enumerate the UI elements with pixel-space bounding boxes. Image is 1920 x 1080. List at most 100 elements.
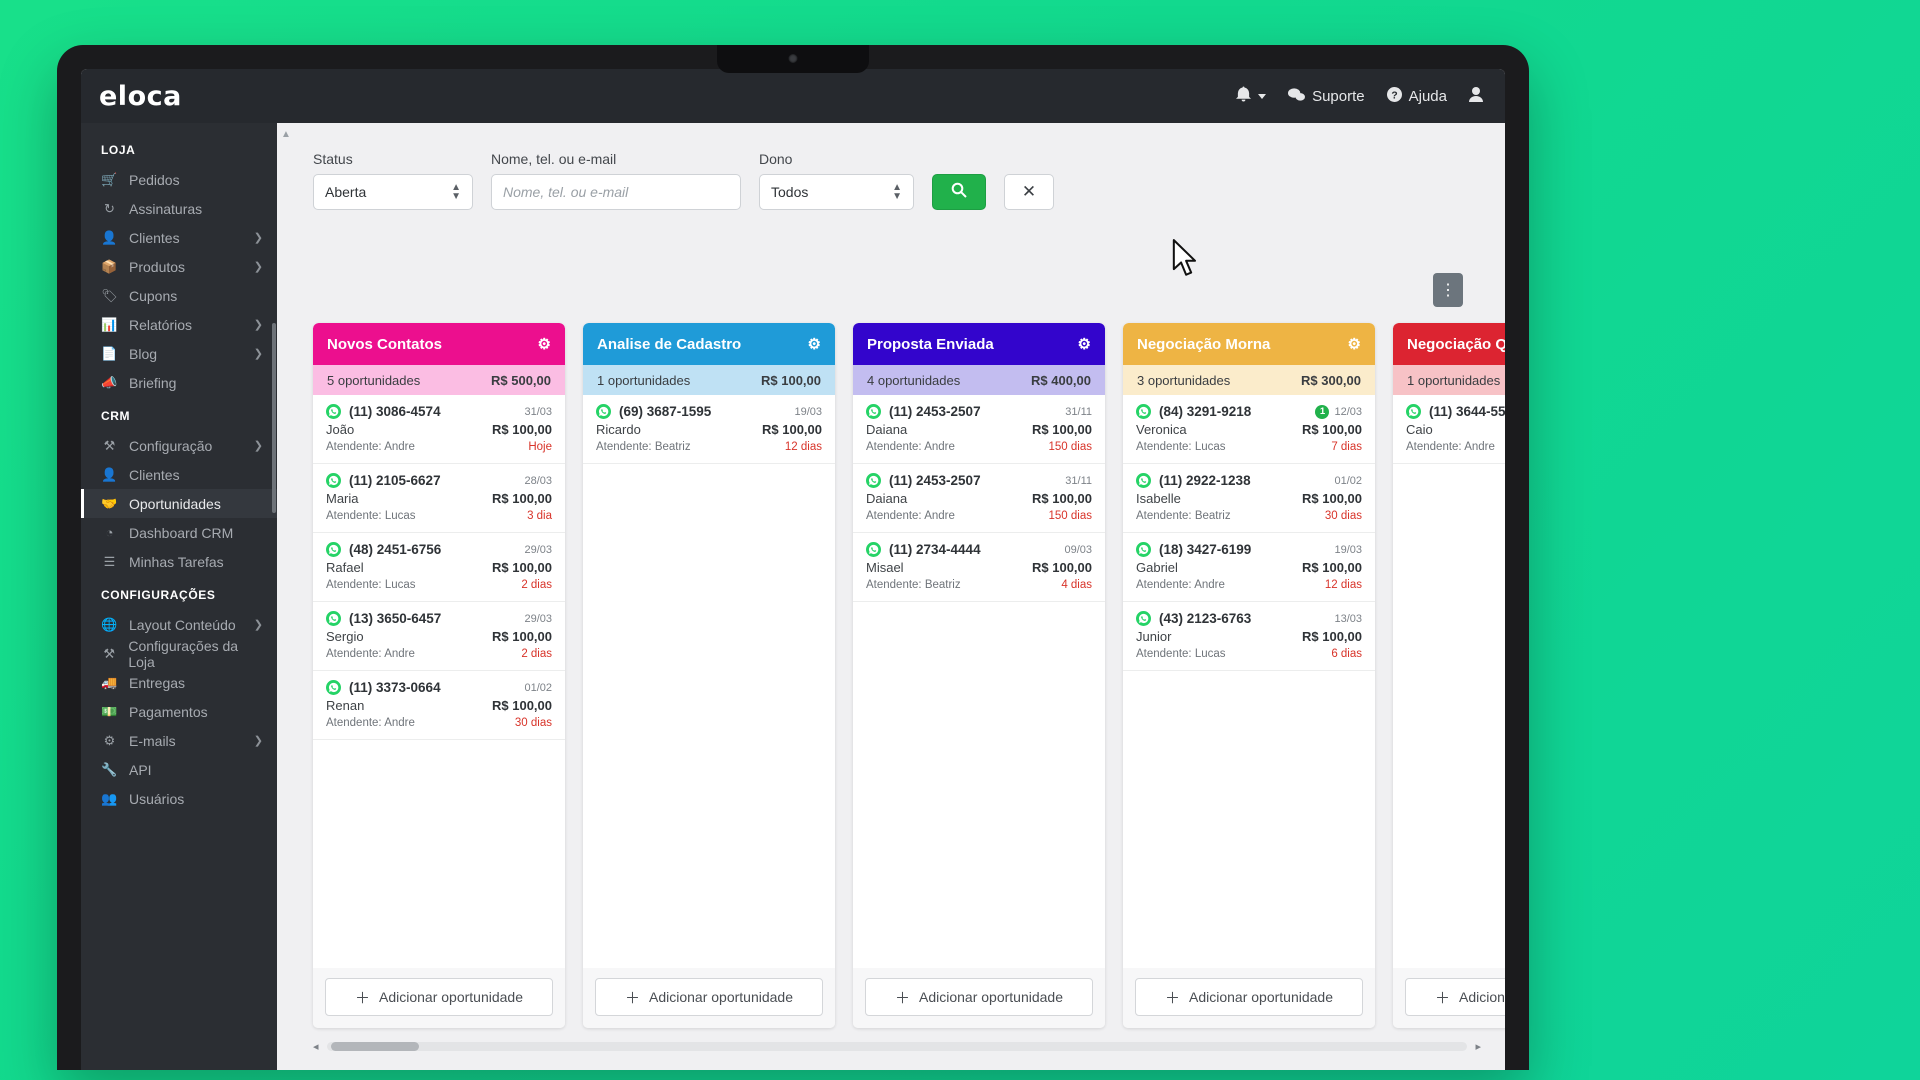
sidebar-item-entregas[interactable]: 🚚 Entregas [81,668,277,697]
whatsapp-icon[interactable] [326,542,341,557]
sidebar-item-cupons[interactable]: 🏷 Cupons [81,281,277,310]
support-button[interactable]: Suporte [1288,87,1365,106]
whatsapp-icon[interactable] [1136,473,1151,488]
card-contact-name: Maria [326,491,359,506]
add-opportunity-label: Adicionar oportunidade [379,989,523,1005]
search-input[interactable]: Nome, tel. ou e-mail [491,174,741,210]
whatsapp-icon[interactable] [326,404,341,419]
owner-filter: Dono Todos ▲ ▼ [759,151,914,210]
add-opportunity-label: Adicionar oportunidade [649,989,793,1005]
whatsapp-icon[interactable] [866,404,881,419]
sidebar-item-minhas-tarefas[interactable]: ☰ Minhas Tarefas [81,547,277,576]
card-attendant: Atendente: Lucas [326,510,416,522]
sidebar-group-title: CONFIGURAÇÕES [101,588,216,602]
kanban-column-header: Proposta Enviada ⚙ [853,323,1105,365]
user-menu-button[interactable] [1469,86,1483,106]
chevron-right-icon: ❯ [253,319,263,331]
sidebar-item-label: Usuários [129,790,185,807]
sidebar-item-oportunidades[interactable]: 🤝 Oportunidades [81,489,277,518]
sidebar-item-assinaturas[interactable]: ↻ Assinaturas [81,194,277,223]
app-logo[interactable]: eloca [99,80,182,112]
card-value: R$ 100,00 [1302,629,1362,644]
opportunity-card[interactable]: (11) 3644-5522 Caio Atendente: Andre [1393,395,1505,464]
card-age: 150 dias [1048,510,1092,522]
help-button[interactable]: ? Ajuda [1386,86,1447,106]
gear-icon[interactable]: ⚙ [537,336,551,353]
sidebar-item-layout-conte-do[interactable]: 🌐 Layout Conteúdo ❯ [81,610,277,639]
card-attendant: Atendente: Andre [326,648,415,660]
add-opportunity-button[interactable]: ＋ Adicionar oportunidade [1135,978,1363,1016]
whatsapp-icon[interactable] [1136,611,1151,626]
add-opportunity-button[interactable]: ＋ Adicionar oportunidade [325,978,553,1016]
add-opportunity-button[interactable]: ＋ Adicionar oportunidade [1405,978,1505,1016]
whatsapp-icon[interactable] [1136,542,1151,557]
add-opportunity-button[interactable]: ＋ Adicionar oportunidade [595,978,823,1016]
card-row-attendant: Atendente: Andre [1406,441,1505,453]
opportunity-card[interactable]: (18) 3427-6199 19/03 Gabriel R$ 100,00 Atend… [1123,533,1375,602]
repeat-icon: ↻ [104,200,115,216]
owner-select-value: Todos [771,184,809,200]
scroll-left-arrow-icon[interactable]: ◂ [313,1040,319,1053]
sidebar-item-api[interactable]: 🔧 API [81,755,277,784]
opportunity-card[interactable]: (69) 3687-1595 19/03 Ricardo R$ 100,00 Atend… [583,395,835,464]
opportunity-card[interactable]: (11) 2734-4444 09/03 Misael R$ 100,00 Atende… [853,533,1105,602]
whatsapp-icon[interactable] [596,404,611,419]
sidebar-item-configura-es-da-loja[interactable]: ⚒ Configurações da Loja [81,638,277,670]
gear-icon[interactable]: ⚙ [807,336,821,353]
sidebar-item-pagamentos[interactable]: 💵 Pagamentos [81,697,277,726]
opportunity-card[interactable]: (43) 2123-6763 13/03 Junior R$ 100,00 Atende… [1123,602,1375,671]
money-bill-icon: 💵 [101,703,118,719]
sidebar-item-produtos[interactable]: 📦 Produtos ❯ [81,252,277,281]
sidebar-item-pedidos[interactable]: 🛒 Pedidos [81,165,277,194]
card-age: 30 dias [1324,510,1362,522]
opportunity-card[interactable]: (84) 3291-9218 1 12/03 Veronica R$ 100,00 Ate… [1123,395,1375,464]
sidebar-item-dashboard-crm[interactable]: ◔ Dashboard CRM [81,518,277,547]
sidebar-collapse-toggle[interactable]: ▲ [281,129,291,140]
whatsapp-icon[interactable] [326,680,341,695]
sidebar-scrollbar[interactable] [272,323,276,513]
sidebar-item-clientes[interactable]: 👤 Clientes [81,460,277,489]
card-row-phone: (11) 2922-1238 01/02 [1136,473,1362,488]
search-button[interactable] [932,174,986,210]
gear-icon[interactable]: ⚙ [1347,336,1361,353]
opportunity-card[interactable]: (11) 3086-4574 31/03 João R$ 100,00 Atendent… [313,395,565,464]
card-row-attendant: Atendente: Andre 150 dias [866,510,1092,522]
sidebar: LOJA 🛒 Pedidos ↻ Assinaturas 👤 Clientes ❯ 📦 Produ… [81,123,277,1070]
sidebar-item-e-mails[interactable]: ⚙ E-mails ❯ [81,726,277,755]
card-row-phone: (11) 3086-4574 31/03 [326,404,552,419]
owner-select[interactable]: Todos ▲ ▼ [759,174,914,210]
opportunity-card[interactable]: (11) 2922-1238 01/02 Isabelle R$ 100,00 Aten… [1123,464,1375,533]
scroll-track[interactable] [326,1041,1468,1051]
opportunity-card[interactable]: (11) 2105-6627 28/03 Maria R$ 100,00 Atenden… [313,464,565,533]
opportunity-card[interactable]: (13) 3650-6457 29/03 Sergio R$ 100,00 Atende… [313,602,565,671]
scroll-right-arrow-icon[interactable]: ▸ [1475,1040,1481,1053]
sidebar-item-clientes[interactable]: 👤 Clientes ❯ [81,223,277,252]
status-select[interactable]: Aberta ▲ ▼ [313,174,473,210]
whatsapp-icon[interactable] [866,542,881,557]
whatsapp-icon[interactable] [326,473,341,488]
opportunity-card[interactable]: (11) 2453-2507 31/11 Daiana R$ 100,00 Atende… [853,464,1105,533]
gear-icon[interactable]: ⚙ [1077,336,1091,353]
notifications-button[interactable] [1236,86,1267,106]
card-age: 2 dias [521,579,552,591]
board-options-button[interactable]: ⋮ [1433,273,1463,307]
opportunity-card[interactable]: (11) 3373-0664 01/02 Renan R$ 100,00 Atenden… [313,671,565,740]
opportunity-card[interactable]: (11) 2453-2507 31/11 Daiana R$ 100,00 Atende… [853,395,1105,464]
sidebar-item-blog[interactable]: 📄 Blog ❯ [81,339,277,368]
whatsapp-icon[interactable] [1136,404,1151,419]
whatsapp-icon[interactable] [866,473,881,488]
wrench-icon: 🔧 [101,761,118,777]
opportunity-card[interactable]: (48) 2451-6756 29/03 Rafael R$ 100,00 Atende… [313,533,565,602]
board-horizontal-scrollbar[interactable]: ◂ ▸ [313,1036,1481,1056]
sidebar-item-usu-rios[interactable]: 👥 Usuários [81,784,277,813]
sidebar-item-configura-o[interactable]: ⚒ Configuração ❯ [81,431,277,460]
whatsapp-icon[interactable] [1406,404,1421,419]
scroll-thumb[interactable] [330,1041,419,1051]
card-phone-number: (84) 3291-9218 [1159,404,1252,419]
add-opportunity-button[interactable]: ＋ Adicionar oportunidade [865,978,1093,1016]
card-date-text: 29/03 [524,543,552,556]
sidebar-item-briefing[interactable]: 📣 Briefing [81,368,277,397]
sidebar-item-relat-rios[interactable]: 📊 Relatórios ❯ [81,310,277,339]
whatsapp-icon[interactable] [326,611,341,626]
clear-filters-button[interactable]: ✕ [1004,174,1054,210]
